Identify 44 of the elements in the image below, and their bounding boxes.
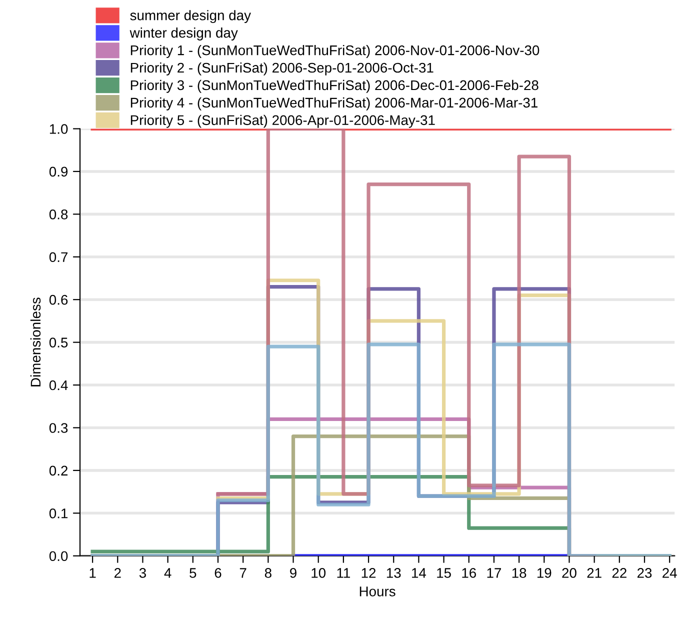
y-tick-label: 0.9 xyxy=(49,166,68,177)
x-tick-label: 6 xyxy=(214,568,222,578)
legend-label: Priority 4 - (SunMonTueWedThuFriSat) 2006-Mar-01-2006-Mar-31 xyxy=(130,97,538,110)
x-tick-label: 18 xyxy=(512,568,526,578)
legend-label: summer design day xyxy=(130,10,251,24)
x-tick-label: 16 xyxy=(462,568,476,578)
x-tick-label: 21 xyxy=(587,568,602,578)
y-tick-label: 0.2 xyxy=(49,466,68,476)
x-tick-label: 10 xyxy=(312,568,326,578)
y-tick-label: 0.6 xyxy=(49,294,68,305)
x-tick-label: 8 xyxy=(264,568,272,578)
x-tick-label: 13 xyxy=(386,568,401,578)
x-tick-label: 22 xyxy=(612,568,626,578)
x-tick-label: 19 xyxy=(537,568,552,578)
y-tick-label: 0.3 xyxy=(49,423,68,433)
y-tick-label: 0.8 xyxy=(49,210,68,220)
y-tick-label: 0.5 xyxy=(49,338,68,348)
x-tick-label: 11 xyxy=(337,568,350,578)
y-tick-label: 0.1 xyxy=(49,508,68,518)
legend-label: Priority 2 - (SunFriSat) 2006-Sep-01-2006-Oct-31 xyxy=(130,62,434,76)
y-axis-title: Dimensionless xyxy=(30,298,41,386)
legend-label: winter design day xyxy=(130,28,238,40)
x-tick-label: 14 xyxy=(412,568,426,578)
x-tick-label: 17 xyxy=(487,568,501,578)
x-tick-label: 1 xyxy=(90,568,96,578)
x-tick-label: 4 xyxy=(164,568,172,578)
y-tick-label: 0.0 xyxy=(49,551,68,562)
y-tick-label: 1.0 xyxy=(50,124,68,134)
x-tick-label: 9 xyxy=(290,568,296,578)
x-axis-title: Hours xyxy=(360,586,396,596)
x-tick-label: 20 xyxy=(562,568,576,578)
legend-label: Priority 3 - (SunMonTueWedThuFriSat) 2006-Dec-01-2006-Feb-28 xyxy=(130,80,538,93)
x-tick-label: 3 xyxy=(139,568,146,578)
y-tick-label: 0.7 xyxy=(49,252,68,262)
legend-label: Priority 5 - (SunFriSat) 2006-Apr-01-2006-May-31 xyxy=(130,114,435,128)
x-tick-label: 15 xyxy=(437,568,451,578)
x-tick-label: 2 xyxy=(114,568,121,578)
x-tick-label: 23 xyxy=(637,568,652,578)
x-tick-label: 12 xyxy=(362,568,376,578)
x-tick-label: 24 xyxy=(662,568,677,578)
x-tick-label: 5 xyxy=(190,568,196,578)
x-tick-label: 7 xyxy=(240,568,246,578)
y-tick-label: 0.4 xyxy=(49,380,68,390)
legend-label: Priority 1 - (SunMonTueWedThuFriSat) 2006-Nov-01-2006-Nov-30 xyxy=(130,45,540,58)
